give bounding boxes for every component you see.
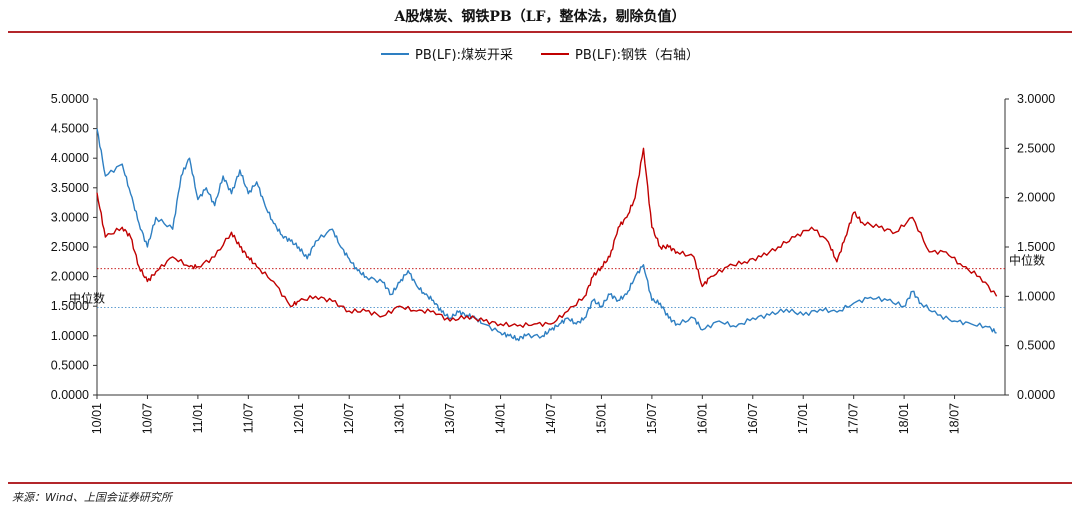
y-right-tick-label: 2.5000 [1017,141,1055,155]
x-tick-label: 12/07 [342,403,356,434]
pb-line-chart: 0.0000 0.5000 1.0000 1.5000 2.0000 2.5000 3.00… [51,92,1056,434]
y-right-tick-label: 3.0000 [1017,92,1055,106]
x-tick-label: 15/01 [594,403,608,434]
y-left-tick-label: 0.0000 [51,388,89,402]
y-right-tick-label: 1.0000 [1017,289,1055,303]
x-tick-label: 10/07 [140,403,154,434]
legend-label-steel: PB(LF):钢铁（右轴） [575,48,700,63]
y-left-tick-label: 2.5000 [51,240,89,254]
x-tick-label: 12/01 [292,403,306,434]
x-tick-label: 17/01 [796,403,810,434]
x-tick-label: 18/07 [948,403,962,434]
header-rule [8,31,1072,33]
y-left-tick-label: 4.0000 [51,151,89,165]
legend-item-coal: PB(LF):煤炭开采 [380,44,513,63]
x-tick-label: 11/01 [191,403,205,433]
median-label-right: 中位数 [1009,253,1045,268]
x-tick-label: 16/01 [695,403,709,434]
chart-title: A股煤炭、钢铁PB（LF，整体法，剔除负值） [394,9,686,25]
y-right-tick-label: 2.0000 [1017,191,1055,205]
source-note: 来源：Wind、上国会证券研究所 [12,491,172,504]
x-tick-label: 16/07 [746,403,760,434]
legend-swatch-steel [541,52,569,55]
y-left-tick-label: 5.0000 [51,92,89,106]
series-line-coal [96,128,997,342]
y-right-tick-label: 0.5000 [1017,339,1055,353]
x-tick-label: 17/07 [847,403,861,434]
y-left-tick-label: 3.0000 [51,210,89,224]
x-tick-label: 13/07 [443,403,457,434]
legend-item-steel: PB(LF):钢铁（右轴） [541,44,699,63]
y-right-tick-label: 0.0000 [1017,388,1055,402]
y-left-tick-label: 4.5000 [51,122,89,136]
x-tick-label: 14/07 [544,403,558,434]
y-left-tick-label: 2.0000 [51,270,89,284]
x-tick-label: 15/07 [645,403,659,434]
x-tick-label: 10/01 [90,403,104,434]
chart-legend: PB(LF):煤炭开采 PB(LF):钢铁（右轴） [0,44,1080,63]
footer-rule [8,482,1072,484]
y-left-tick-label: 3.5000 [51,181,89,195]
x-tick-label: 11/07 [241,403,255,433]
x-tick-label: 18/01 [897,403,911,434]
y-left-tick-label: 1.5000 [51,299,89,313]
legend-swatch-coal [380,52,409,55]
y-left-tick-label: 0.5000 [51,358,89,372]
y-right-tick-label: 1.5000 [1017,240,1055,254]
median-label-left: 中位数 [69,290,105,305]
legend-label-coal: PB(LF):煤炭开采 [414,48,513,63]
x-tick-label: 13/01 [393,403,407,434]
y-left-tick-label: 1.0000 [51,329,89,343]
x-tick-label: 14/01 [494,403,508,434]
series-line-steel [96,147,998,328]
